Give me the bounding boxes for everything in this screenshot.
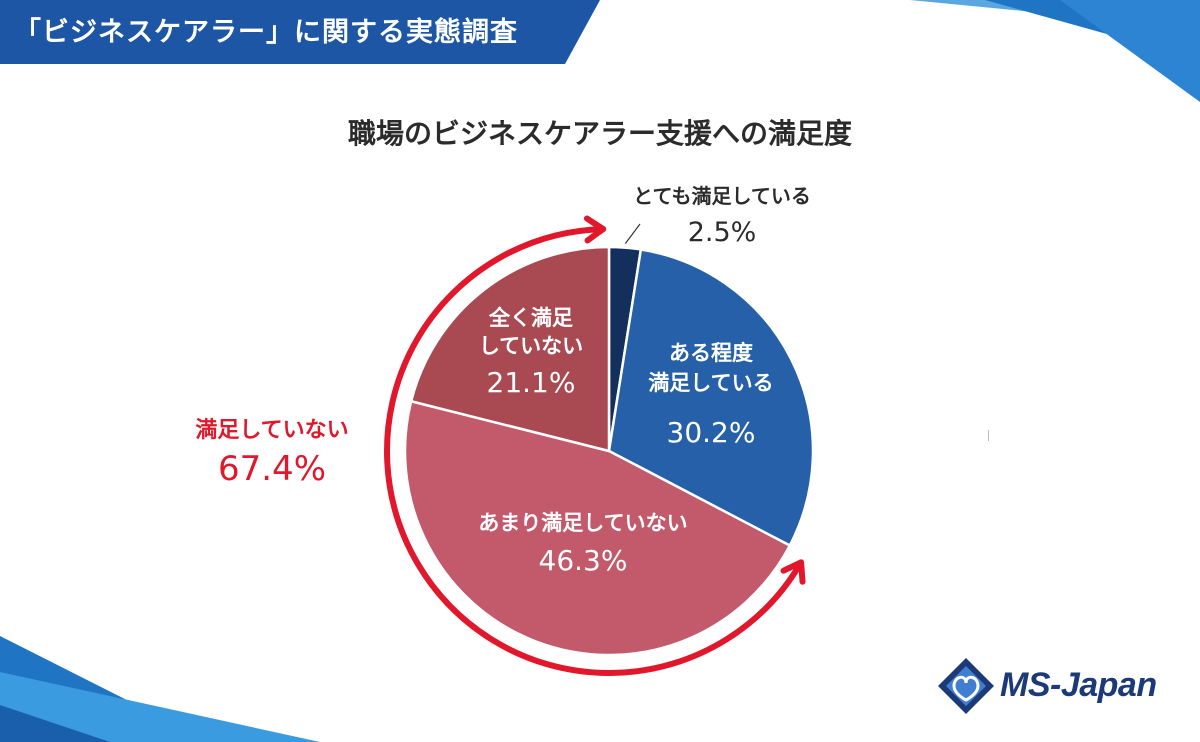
annotation-arc (384, 226, 805, 676)
slice-label: 満足している (648, 371, 773, 395)
pie-slice (403, 399, 792, 657)
header-banner-text: 「ビジネスケアラー」に関する実態調査 (14, 17, 518, 48)
slice-label: 全く満足 (488, 306, 573, 330)
slice-value: 2.5% (688, 217, 757, 248)
slice-label: ある程度 (669, 341, 753, 365)
stray-tick-mark (988, 430, 989, 441)
chart-title: 職場のビジネスケアラー支援への満足度 (347, 117, 852, 150)
annotation-arrowhead-top (583, 215, 607, 244)
annotation-label: 満足していない (195, 417, 348, 443)
slice-label: あまり満足していない (478, 511, 687, 535)
pie-slice (607, 248, 815, 547)
annotation-value: 67.4% (218, 449, 326, 489)
leader-line (624, 223, 641, 244)
annotation-arrowhead-bottom (780, 559, 806, 585)
slice-value: 46.3% (539, 544, 628, 577)
slice-value: 30.2% (667, 416, 756, 449)
slice-value: 21.1% (487, 366, 576, 399)
pie-slice (409, 245, 611, 453)
ms-japan-logo-icon (938, 658, 994, 714)
header-banner (0, 0, 600, 64)
brand-name: MS-Japan (1000, 666, 1157, 704)
slice-label: とても満足している (633, 184, 811, 208)
slice-label: していない (479, 334, 583, 358)
